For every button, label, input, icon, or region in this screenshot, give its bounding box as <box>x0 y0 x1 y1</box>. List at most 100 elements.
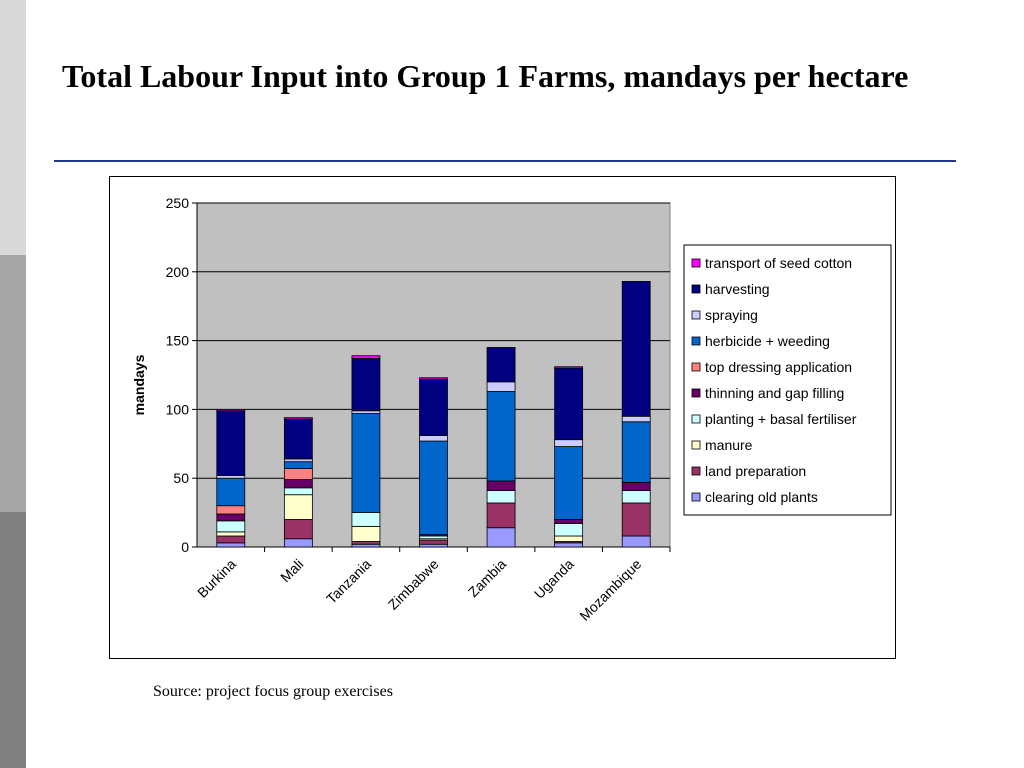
x-tick-label: Zimbabwe <box>385 556 442 613</box>
x-tick-label: Tanzania <box>323 556 374 607</box>
bar-segment <box>554 535 584 542</box>
x-tick-label: Burkina <box>194 556 239 601</box>
bar-segment <box>621 421 651 483</box>
bar-segment <box>621 535 651 548</box>
legend-label: harvesting <box>705 281 770 297</box>
y-tick-label: 100 <box>166 401 190 417</box>
legend-label: top dressing application <box>705 359 852 375</box>
bar-segment <box>554 523 584 537</box>
bar-segment <box>621 415 651 423</box>
legend-swatch <box>691 388 701 398</box>
bar-segment <box>351 543 381 548</box>
bar-segment <box>283 519 313 540</box>
bar-segment <box>419 543 448 548</box>
source-note: Source: project focus group exercises <box>153 683 393 700</box>
bar-segment <box>351 541 381 545</box>
bar-segment <box>419 377 448 380</box>
legend-label: herbicide + weeding <box>705 333 830 349</box>
decorative-bar-top <box>0 0 26 255</box>
legend-label: spraying <box>705 307 758 323</box>
bar-segment <box>283 468 313 480</box>
bar-segment <box>554 366 584 369</box>
bar-segment <box>351 413 381 513</box>
y-tick-label: 250 <box>166 195 190 211</box>
x-tick-label: Uganda <box>531 556 577 602</box>
legend-swatch <box>691 466 701 476</box>
bar-segment <box>351 525 381 542</box>
y-tick-label: 200 <box>166 264 190 280</box>
bar-segment <box>283 461 313 469</box>
bar-segment <box>621 490 651 504</box>
bar-segment <box>554 519 584 525</box>
y-tick-label: 0 <box>181 539 189 555</box>
bar-segment <box>351 355 381 359</box>
bar-segment <box>283 458 313 463</box>
bar-segment <box>216 513 246 522</box>
bar-segment <box>486 527 516 548</box>
legend-swatch <box>691 284 701 294</box>
legend-swatch <box>691 258 701 268</box>
decorative-bar-middle <box>0 255 26 512</box>
bar-segment <box>621 502 651 537</box>
bar-segment <box>216 520 246 533</box>
legend-label: manure <box>705 437 753 453</box>
bar-segment <box>486 480 516 491</box>
bar-segment <box>216 531 246 537</box>
y-axis-title: mandays <box>131 354 147 415</box>
legend-label: planting + basal fertiliser <box>705 411 857 427</box>
bar-segment <box>216 408 246 412</box>
bar-segment <box>419 435 448 442</box>
bar-segment <box>283 487 313 496</box>
y-tick-label: 150 <box>166 333 190 349</box>
bar-segment <box>283 479 313 489</box>
bar-segment <box>283 418 313 460</box>
legend-label: thinning and gap filling <box>705 385 844 401</box>
x-tick-label: Mali <box>277 556 306 585</box>
bar-segment <box>554 367 584 441</box>
bar-segment <box>351 512 381 527</box>
bar-segment <box>554 439 584 447</box>
bar-segment <box>486 490 516 504</box>
legend <box>683 244 892 516</box>
legend-label: transport of seed cotton <box>705 255 852 271</box>
bar-segment <box>621 481 651 491</box>
bar-segment <box>419 539 448 545</box>
x-tick-label: Mozambique <box>576 556 644 624</box>
bar-segment <box>419 378 448 436</box>
title-divider <box>54 160 956 162</box>
bar-segment <box>554 446 584 520</box>
legend-swatch <box>691 310 701 320</box>
bar-segment <box>283 417 313 420</box>
bar-segment <box>419 535 448 540</box>
bar-segment <box>351 358 381 412</box>
bar-segment <box>216 475 246 479</box>
legend-swatch <box>691 440 701 450</box>
bar-segment <box>351 410 381 414</box>
bar-segment <box>554 542 584 548</box>
legend-swatch <box>691 492 701 502</box>
bar-segment <box>419 440 448 536</box>
decorative-bar-bottom <box>0 512 26 768</box>
stacked-bar-chart: 0 50 100 150 200 250 mandays Burkina Mali Tanzani… <box>131 195 892 624</box>
legend-swatch <box>691 336 701 346</box>
legend-swatch <box>691 362 701 372</box>
bar-segment <box>486 391 516 482</box>
legend-label: clearing old plants <box>705 489 818 505</box>
y-tick-label: 50 <box>173 470 189 486</box>
bar-segment <box>283 538 313 548</box>
bar-segment <box>216 542 246 548</box>
x-tick-label: Zambia <box>465 556 509 600</box>
bar-segment <box>216 505 246 515</box>
bar-segment <box>283 494 313 520</box>
bar-segment <box>216 410 246 476</box>
bar-segment <box>486 347 516 383</box>
chart-frame: 0 50 100 150 200 250 mandays Burkina Mali Tanzani… <box>109 176 896 659</box>
bar-segment <box>216 477 246 507</box>
legend-label: land preparation <box>705 463 806 479</box>
bar-segment <box>486 381 516 392</box>
bar-segment <box>216 535 246 544</box>
bar-segment <box>621 281 651 417</box>
slide-title: Total Labour Input into Group 1 Farms, m… <box>62 58 909 94</box>
legend-swatch <box>691 414 701 424</box>
bar-segment <box>486 502 516 529</box>
